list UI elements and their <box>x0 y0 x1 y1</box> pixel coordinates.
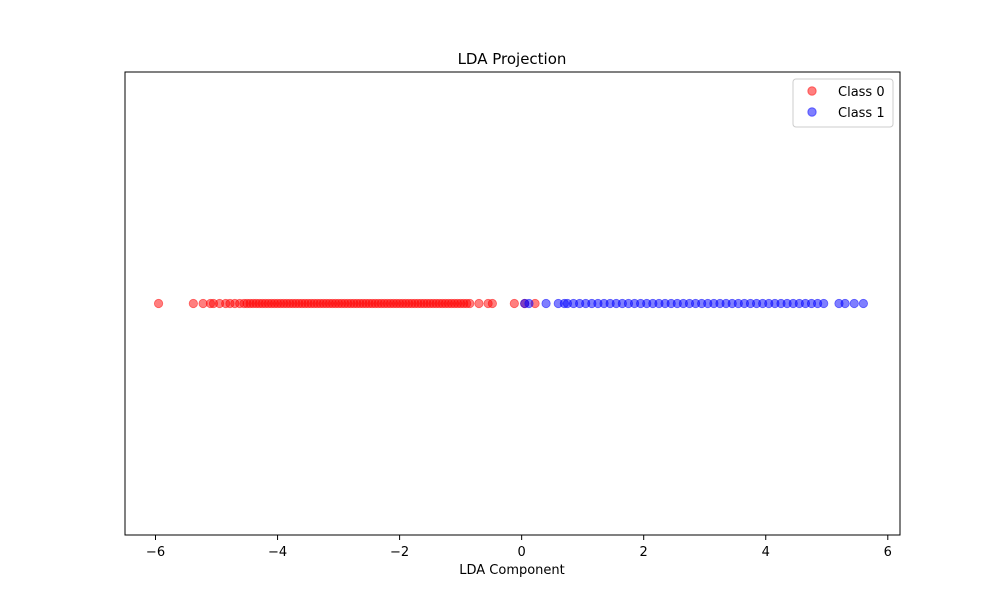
x-tick-label: 2 <box>640 545 648 560</box>
data-point <box>819 298 829 309</box>
data-point <box>465 298 475 309</box>
data-point <box>524 298 534 309</box>
data-point <box>188 298 198 309</box>
legend-marker <box>807 86 817 96</box>
data-point <box>474 298 484 309</box>
x-tick-label: 0 <box>518 545 526 560</box>
x-tick-label: −6 <box>146 545 165 560</box>
data-point <box>541 298 551 309</box>
legend: Class 0 Class 1 <box>792 78 894 128</box>
legend-marker <box>807 107 817 117</box>
x-axis-label: LDA Component <box>459 563 565 578</box>
series-1 <box>153 298 540 309</box>
chart-title: LDA Projection <box>458 50 567 68</box>
data-point <box>509 298 519 309</box>
legend-frame <box>792 78 894 128</box>
data-point <box>840 298 850 309</box>
data-point <box>153 298 164 309</box>
x-tick-label: 4 <box>762 545 770 560</box>
data-point <box>487 298 497 309</box>
legend-label: Class 0 <box>838 85 885 100</box>
data-point <box>858 298 868 309</box>
x-tick-label: −4 <box>268 545 287 560</box>
series-2 <box>520 298 868 309</box>
data-point <box>849 298 859 309</box>
x-tick-label: 6 <box>884 545 892 560</box>
x-axis: −6 −4 −2 0 2 4 6 <box>146 535 892 560</box>
x-tick-label: −2 <box>390 545 409 560</box>
legend-label: Class 1 <box>838 106 885 121</box>
points-layer <box>153 298 868 309</box>
